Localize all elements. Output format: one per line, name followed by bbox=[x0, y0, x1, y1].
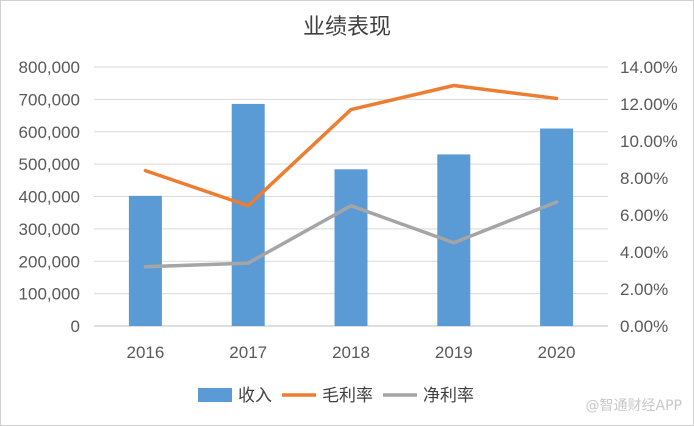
x-tick-label: 2018 bbox=[332, 343, 370, 362]
left-axis: 0 100,000 200,000 300,000 400,000 500,000 600,… bbox=[19, 58, 80, 336]
series-line bbox=[143, 83, 559, 208]
right-tick-label: 8.00% bbox=[620, 169, 668, 188]
legend: 收入 毛利率 净利率 bbox=[198, 386, 474, 406]
left-tick-label: 100,000 bbox=[19, 285, 80, 304]
legend-label: 净利率 bbox=[423, 386, 474, 406]
left-tick-label: 500,000 bbox=[19, 155, 80, 174]
x-axis: 2016 2017 2018 2019 2020 bbox=[126, 343, 575, 362]
revenue-bars bbox=[128, 103, 574, 326]
chart-title: 业绩表现 bbox=[303, 15, 391, 40]
left-tick-label: 400,000 bbox=[19, 188, 80, 207]
revenue-bar bbox=[334, 169, 368, 326]
x-tick-label: 2019 bbox=[435, 343, 473, 362]
revenue-bar bbox=[128, 195, 162, 326]
series-line bbox=[143, 200, 559, 269]
revenue-bar bbox=[540, 128, 574, 326]
x-tick-label: 2016 bbox=[126, 343, 164, 362]
right-tick-label: 4.00% bbox=[620, 243, 668, 262]
right-tick-label: 10.00% bbox=[620, 132, 678, 151]
right-tick-label: 2.00% bbox=[620, 280, 668, 299]
right-tick-label: 12.00% bbox=[620, 95, 678, 114]
legend-label: 收入 bbox=[238, 386, 272, 406]
x-tick-label: 2020 bbox=[538, 343, 576, 362]
legend-label: 毛利率 bbox=[322, 386, 373, 406]
left-tick-label: 200,000 bbox=[19, 252, 80, 271]
gridlines bbox=[94, 66, 608, 327]
left-tick-label: 600,000 bbox=[19, 123, 80, 142]
right-tick-label: 14.00% bbox=[620, 58, 678, 77]
right-tick-label: 0.00% bbox=[620, 317, 668, 336]
x-tick-label: 2017 bbox=[229, 343, 267, 362]
left-tick-label: 0 bbox=[71, 317, 80, 336]
left-tick-label: 700,000 bbox=[19, 90, 80, 109]
left-tick-label: 800,000 bbox=[19, 58, 80, 77]
legend-swatch-bar bbox=[198, 388, 232, 402]
watermark: @智通财经APP bbox=[586, 398, 682, 414]
right-axis: 0.00% 2.00% 4.00% 6.00% 8.00% 10.00% 12.00% 14.… bbox=[620, 58, 678, 336]
right-tick-label: 6.00% bbox=[620, 206, 668, 225]
revenue-bar bbox=[231, 103, 265, 326]
margin-lines bbox=[143, 83, 559, 269]
left-tick-label: 300,000 bbox=[19, 220, 80, 239]
